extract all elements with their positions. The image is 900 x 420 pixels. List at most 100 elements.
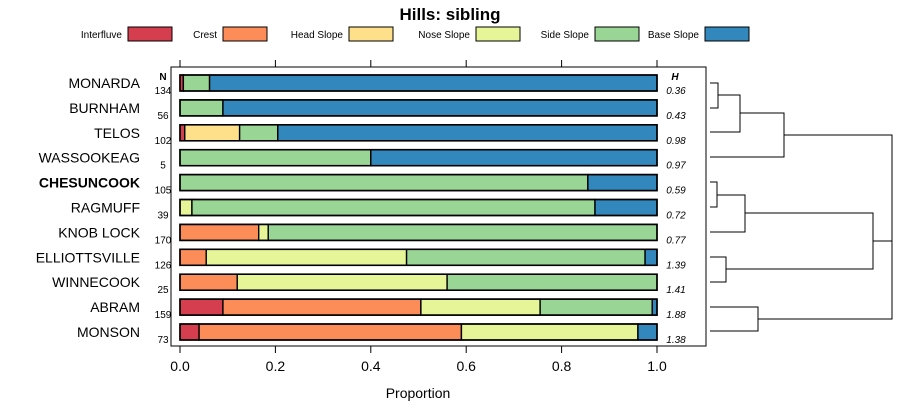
n-value: 25 <box>157 285 169 296</box>
bar-segment <box>208 74 658 92</box>
legend-label: Nose Slope <box>418 30 470 41</box>
bar-outline <box>179 323 658 341</box>
h-value: 1.38 <box>666 335 686 346</box>
h-value: 1.88 <box>666 310 686 321</box>
h-value: 1.41 <box>666 285 685 296</box>
bars <box>179 74 658 341</box>
bar-outline <box>179 248 658 267</box>
bar-outline <box>179 99 658 117</box>
x-tick-label: 1.0 <box>647 358 667 374</box>
n-value: 134 <box>155 86 172 97</box>
h-value: 0.59 <box>666 186 686 197</box>
row-label: WASSOOKEAG <box>39 150 140 166</box>
bar-segment <box>222 99 658 117</box>
n-value: 126 <box>155 260 172 271</box>
h-value: 0.43 <box>666 111 686 122</box>
row-label: ELLIOTTSVILLE <box>36 249 140 265</box>
bar-segment <box>179 99 224 117</box>
dendrogram-link <box>710 82 719 109</box>
row-labels: MONARDA 134 0.36 BURNHAM 56 0.43 TELOS 102 0.98 W… <box>36 75 686 346</box>
legend: Interfluve Crest Head Slope Nose Slope Side … <box>81 26 750 42</box>
bar-segment <box>277 124 658 142</box>
dendrogram-link <box>710 306 759 332</box>
bar-segment <box>198 323 463 341</box>
dendrogram-link <box>710 181 718 208</box>
n-value: 5 <box>160 161 166 172</box>
row-label: RAGMUFF <box>71 200 140 216</box>
bar-segment <box>179 248 207 267</box>
n-value: 102 <box>155 136 172 147</box>
x-axis: 0.0 0.2 0.4 0.6 0.8 1.0 <box>170 60 667 374</box>
bar-outline <box>179 173 658 192</box>
row-label: TELOS <box>94 125 140 141</box>
bar-outline <box>179 124 658 142</box>
x-tick-label: 0.2 <box>266 358 286 374</box>
bar-segment <box>179 173 589 192</box>
bar-outline <box>179 74 658 92</box>
dendrogram-link <box>710 94 741 133</box>
bar-segment <box>594 198 658 217</box>
n-value: 56 <box>157 111 169 122</box>
legend-swatch <box>594 26 640 42</box>
row-label: CHESUNCOOK <box>39 175 140 191</box>
h-header: H <box>671 72 679 83</box>
n-header: N <box>159 72 166 83</box>
bar-segment <box>179 223 260 242</box>
h-value: 0.97 <box>666 161 686 172</box>
bar-segment <box>236 273 448 291</box>
row-label: WINNECOOK <box>52 274 141 290</box>
bar-segment <box>446 273 658 291</box>
legend-swatch <box>222 26 268 42</box>
dendrogram-link <box>710 256 727 283</box>
legend-label: Base Slope <box>648 30 700 41</box>
bar-segment <box>405 248 646 267</box>
n-value: 159 <box>155 310 172 321</box>
bar-segment <box>460 323 639 341</box>
h-value: 0.36 <box>666 86 686 97</box>
bar-segment <box>370 148 658 167</box>
dendrogram <box>710 82 893 332</box>
bar-segment <box>539 298 653 316</box>
row-label: MONSON <box>77 324 140 340</box>
row-label: ABRAM <box>90 299 140 315</box>
dendrogram-link <box>710 194 746 233</box>
dendrogram-link <box>726 212 874 270</box>
bar-segment <box>179 298 224 316</box>
dendrogram-link <box>784 134 893 280</box>
bar-segment <box>222 298 422 316</box>
x-tick-label: 0.8 <box>552 358 572 374</box>
legend-label: Side Slope <box>541 30 590 41</box>
h-value: 1.39 <box>666 260 686 271</box>
x-tick-label: 0.6 <box>456 358 476 374</box>
legend-label: Interfluve <box>81 30 123 41</box>
row-label: BURNHAM <box>69 100 140 116</box>
bar-outline <box>179 198 658 217</box>
bar-segment <box>267 223 658 242</box>
n-value: 39 <box>157 211 169 222</box>
h-value: 0.98 <box>666 136 686 147</box>
bar-segment <box>182 74 211 92</box>
bar-segment <box>205 248 408 267</box>
bar-segment <box>179 273 238 291</box>
plot-frame <box>170 66 707 347</box>
legend-swatch <box>127 26 173 42</box>
bar-segment <box>179 323 200 341</box>
bar-outline <box>179 223 658 242</box>
legend-label: Head Slope <box>291 30 344 41</box>
chart-title: Hills: sibling <box>399 5 500 24</box>
bar-segment <box>420 298 541 316</box>
bar-segment <box>191 198 596 217</box>
bar-segment <box>644 248 658 267</box>
h-value: 0.72 <box>666 211 686 222</box>
bar-segment <box>179 148 372 167</box>
bar-segment <box>184 124 241 142</box>
bar-outline <box>179 273 658 292</box>
legend-swatch <box>704 26 750 42</box>
x-tick-label: 0.4 <box>361 358 381 374</box>
bar-segment <box>258 223 269 242</box>
n-value: 73 <box>157 335 169 346</box>
bar-segment <box>179 198 193 217</box>
bar-segment <box>587 173 658 192</box>
n-value: 170 <box>155 235 172 246</box>
